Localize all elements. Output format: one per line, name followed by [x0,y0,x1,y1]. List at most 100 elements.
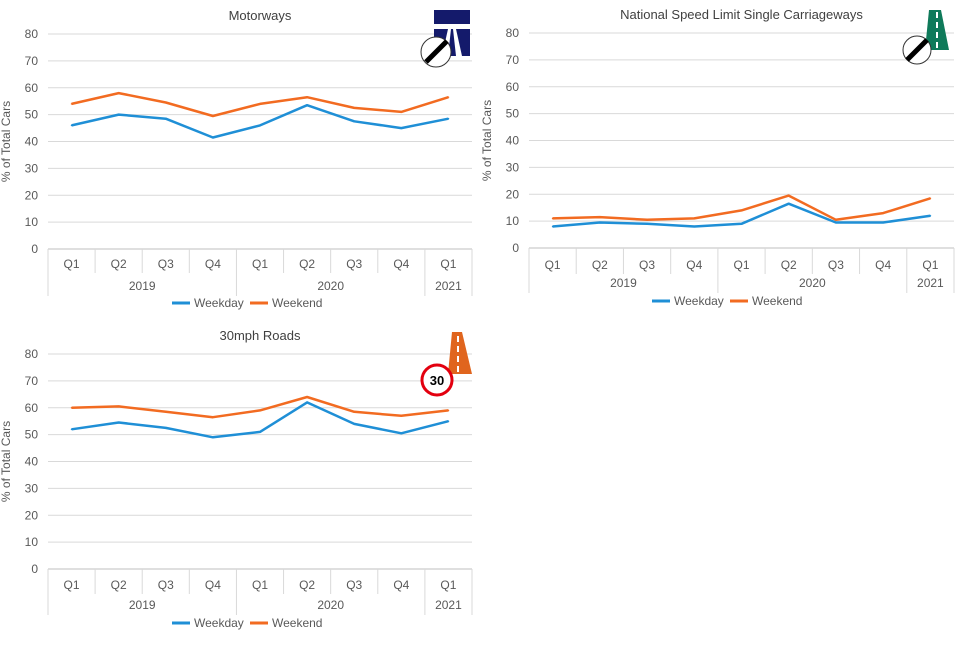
data-point-weekend [164,410,167,413]
x-tick-label: Q1 [252,257,268,271]
series-line-weekend [71,395,449,419]
chart-panel-national-speed-limit: National Speed Limit Single Carriageways… [480,0,960,320]
y-tick-label: 80 [25,347,39,361]
national-speed-limit-bar [905,38,929,62]
data-point-weekday [117,113,120,116]
data-point-weekend [117,92,120,94]
y-tick-label: 60 [506,80,520,94]
y-tick-label: 50 [25,428,39,442]
30mph-limit-number: 30 [430,373,444,388]
y-tick-label: 60 [25,401,39,415]
x-tick-label: Q3 [639,258,655,272]
data-point-weekday [70,428,73,431]
year-label: 2019 [129,598,156,612]
chart-panel-30mph-roads: 30mph Roads % of Total Cars 0 10 20 30 40 50 60 7… [0,320,480,640]
year-label: 2021 [435,598,462,612]
data-point-weekend [882,212,884,214]
data-point-weekday [212,136,214,139]
year-label: 2020 [317,279,344,293]
y-tick-label: 50 [25,108,39,122]
x-tick-label: Q2 [111,578,127,592]
data-point-weekday [70,124,73,127]
y-tick-label: 20 [25,508,39,522]
data-point-weekday [447,117,450,120]
data-point-weekday [646,223,648,225]
data-point-weekend [929,197,932,200]
legend-label-weekday: Weekday [194,616,244,630]
y-tick-label: 30 [25,161,39,175]
data-point-weekday [164,117,167,120]
chart-root: 30mph Roads % of Total Cars 0 10 20 30 40 50 60 7… [0,328,473,630]
x-tick-label: Q4 [686,258,702,272]
data-point-weekend [447,409,450,412]
x-tick-label: Q1 [733,258,749,272]
data-point-weekday [447,420,450,422]
x-tick-label: Q4 [393,257,409,271]
data-point-weekend [400,111,403,113]
x-tick-label: Q3 [158,578,174,592]
data-point-weekday [400,432,403,435]
x-tick-label: Q3 [158,257,174,271]
30mph-limit-disc [420,363,454,397]
legend-label-weekday: Weekday [194,296,244,310]
year-label: 2021 [917,276,944,290]
y-tick-label: 0 [512,241,519,255]
legend-label-weekend: Weekend [752,294,802,308]
x-tick-label: Q1 [64,257,80,271]
data-point-weekday [599,221,601,224]
y-tick-label: 10 [506,214,520,228]
x-tick-label: Q1 [252,578,268,592]
data-point-weekend [400,415,403,417]
chart-motorways: Motorways % of Total Cars 0 10 20 30 40 50 60 70 8… [0,8,473,310]
national-speed-limit-sign-icon [902,10,949,65]
y-tick-label: 80 [25,27,39,41]
x-tick-label: Q2 [781,258,797,272]
legend-label-weekend: Weekend [272,616,322,630]
data-point-weekend [306,96,308,98]
data-point-weekday [117,421,120,424]
data-point-weekday [929,214,932,217]
data-point-weekend [740,209,743,212]
data-point-weekend [70,103,73,105]
data-point-weekend [164,101,167,104]
y-tick-label: 80 [506,26,520,40]
chart-root: National Speed Limit Single Carriageways… [480,7,955,308]
y-tick-label: 20 [25,188,39,202]
data-point-weekday [353,120,356,123]
y-tick-label: 70 [25,54,39,68]
legend-label-weekday: Weekday [674,294,724,308]
y-tick-label: 40 [506,134,520,148]
x-tick-label: Q4 [393,578,409,592]
data-point-weekend [551,217,554,220]
chart-title: National Speed Limit Single Carriageways [620,7,863,22]
chart-root: Motorways % of Total Cars 0 10 20 30 40 50 60 70 8… [0,8,473,310]
y-tick-label: 40 [25,455,39,469]
data-point-weekday [551,225,554,228]
y-tick-label: 0 [31,562,38,576]
y-axis-label: % of Total Cars [0,101,13,182]
data-point-weekend [117,405,120,408]
chart-title: 30mph Roads [220,328,301,343]
year-label: 2019 [129,279,156,293]
x-tick-label: Q1 [64,578,80,592]
data-point-weekday [306,104,308,107]
y-tick-label: 0 [31,242,38,256]
y-axis-label: % of Total Cars [480,100,494,181]
data-point-weekend [353,107,356,109]
30mph-road-shape [448,332,472,374]
y-axis-label: % of Total Cars [0,421,13,502]
data-point-weekday [400,127,403,129]
x-tick-label: Q3 [346,257,362,271]
data-point-weekday [693,225,696,228]
x-tick-label: Q1 [545,258,561,272]
30mph-sign-icon: 30 [420,332,472,397]
data-point-weekend [70,406,73,409]
y-tick-label: 60 [25,81,39,95]
chart-30mph-roads: 30mph Roads % of Total Cars 0 10 20 30 40 50 60 7… [0,328,473,630]
data-point-weekend [787,194,790,197]
y-tick-label: 30 [25,481,39,495]
data-point-weekend [353,410,356,413]
data-point-weekday [740,223,743,225]
year-label: 2020 [799,276,826,290]
data-point-weekday [835,221,837,224]
